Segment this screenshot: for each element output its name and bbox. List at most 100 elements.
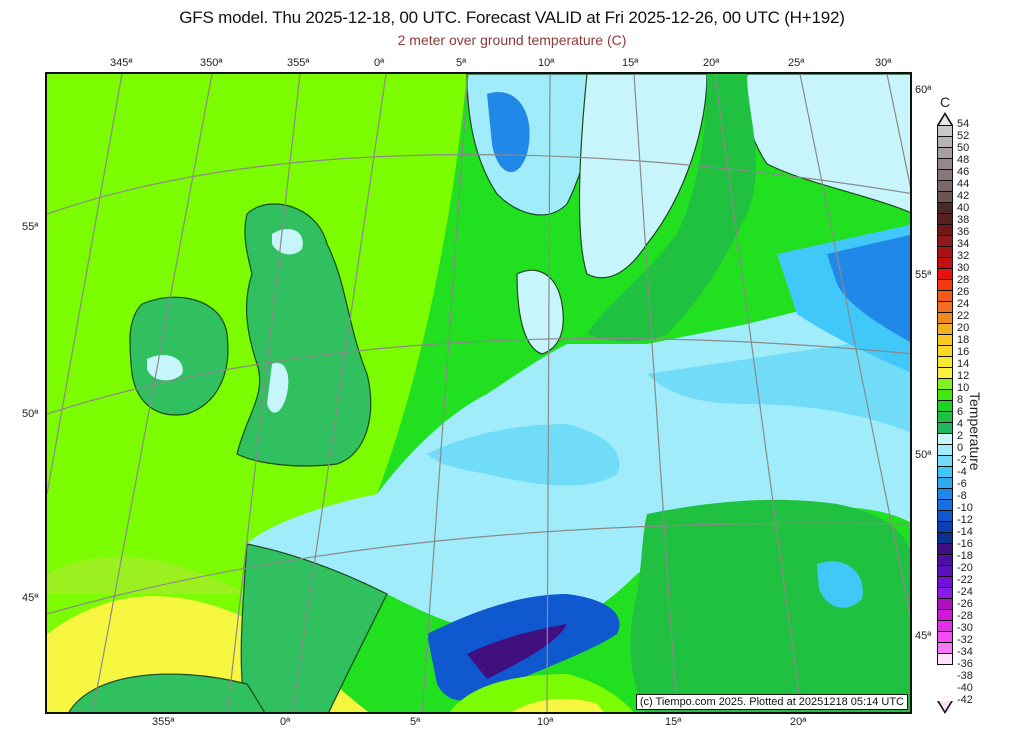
right-lat-tick-label: 50ª [915,449,932,461]
colorbar-swatch [937,224,953,235]
colorbar-tick-label: 28 [957,274,970,286]
colorbar-swatch [937,367,953,378]
colorbar-swatch [937,510,953,521]
colorbar-tick-label: -40 [957,682,973,694]
colorbar-title: Temperature [967,392,983,471]
top-lon-tick-label: 355ª [287,57,310,69]
top-lon-tick-label: 10ª [538,57,555,69]
colorbar-swatch [937,334,953,345]
colorbar-max-arrow-icon [937,112,953,125]
colorbar-tick-label: -18 [957,550,973,562]
colorbar-tick-label: -34 [957,646,973,658]
colorbar-tick-label: 54 [957,118,970,130]
chart-title: GFS model. Thu 2025-12-18, 00 UTC. Forec… [179,8,845,27]
colorbar-swatch [937,400,953,411]
colorbar-labels: 54 52 50 48 46 44 42 40 38 36 34 32 30 28 26 24 22 20 18 16… [957,118,973,706]
bottom-lon-tick-label: 20ª [790,716,807,728]
colorbar-swatch [937,576,953,587]
colorbar-swatch [937,422,953,433]
colorbar-swatch [937,301,953,312]
colorbar-swatch [937,279,953,290]
colorbar-tick-label: 6 [957,406,964,418]
colorbar-unit: C [940,94,951,110]
colorbar-tick-label: 50 [957,142,970,154]
colorbar-tick-label: -30 [957,622,973,634]
colorbar-swatch [937,257,953,268]
colorbar-tick-label: 12 [957,370,970,382]
colorbar-swatch [937,389,953,400]
colorbar-tick-label: -10 [957,502,973,514]
right-lat-tick-label: 60ª [915,84,932,96]
colorbar-tick-label: 22 [957,310,970,322]
colorbar-swatch [937,620,953,631]
colorbar-tick-label: -42 [957,694,973,706]
colorbar-tick-label: -12 [957,514,973,526]
colorbar-tick-label: -2 [957,454,967,466]
colorbar-swatch [937,378,953,389]
colorbar-tick-label: 14 [957,358,970,370]
colorbar-swatch [937,125,953,136]
colorbar-tick-label: 30 [957,262,970,274]
colorbar-swatch [937,136,953,147]
colorbar-tick-label: 34 [957,238,970,250]
colorbar-swatch [937,477,953,488]
colorbar-tick-label: -32 [957,634,973,646]
colorbar-tick-label: -22 [957,574,973,586]
colorbar-tick-label: -8 [957,490,967,502]
colorbar-swatch [937,433,953,444]
colorbar-tick-label: -24 [957,586,973,598]
colorbar-tick-label: 48 [957,154,970,166]
colorbar-tick-label: -6 [957,478,967,490]
colorbar-swatch [937,444,953,455]
colorbar-tick-label: 2 [957,430,964,442]
colorbar-swatch [937,345,953,356]
colorbar-swatch [937,488,953,499]
colorbar-min-arrow-icon [937,701,953,714]
top-lon-tick-label: 5ª [456,57,467,69]
top-lon-tick-label: 350ª [200,57,223,69]
top-lon-tick-label: 345ª [110,57,133,69]
colorbar-tick-label: -28 [957,610,973,622]
colorbar-tick-label: 26 [957,286,970,298]
colorbar-swatch [937,356,953,367]
colorbar-tick-label: 42 [957,190,970,202]
colorbar-swatch [937,653,953,665]
colorbar-tick-label: -38 [957,670,973,682]
top-lon-tick-label: 30ª [875,57,892,69]
colorbar-tick-label: 52 [957,130,970,142]
colorbar-tick-label: -4 [957,466,967,478]
colorbar-tick-label: 32 [957,250,970,262]
colorbar-swatch [937,169,953,180]
right-lat-tick-label: 45ª [915,630,932,642]
colorbar-tick-label: 10 [957,382,970,394]
colorbar-tick-label: 46 [957,166,970,178]
colorbar-swatch [937,268,953,279]
colorbar-tick-label: -26 [957,598,973,610]
bottom-lon-tick-label: 5ª [410,716,421,728]
bottom-lon-tick-label: 15ª [665,716,682,728]
bottom-lon-tick-label: 10ª [537,716,554,728]
colorbar-swatch [937,499,953,510]
chart-subtitle: 2 meter over ground temperature (C) [397,32,627,48]
colorbar-swatch [937,631,953,642]
colorbar-tick-label: -14 [957,526,973,538]
colorbar-swatch [937,587,953,598]
left-lat-tick-label: 45ª [22,592,39,604]
colorbar [937,125,953,665]
credit-label: (c) Tiempo.com 2025. Plotted at 20251218… [635,694,908,710]
top-lon-tick-label: 0ª [374,57,385,69]
colorbar-swatch [937,532,953,543]
colorbar-swatch [937,191,953,202]
colorbar-swatch [937,609,953,620]
top-lon-tick-label: 25ª [788,57,805,69]
colorbar-tick-label: 0 [957,442,964,454]
colorbar-swatch [937,312,953,323]
colorbar-tick-label: 24 [957,298,970,310]
colorbar-swatch [937,202,953,213]
top-lon-tick-label: 20ª [703,57,720,69]
colorbar-tick-label: 18 [957,334,970,346]
colorbar-tick-label: 40 [957,202,970,214]
colorbar-tick-label: 36 [957,226,970,238]
colorbar-swatch [937,455,953,466]
colorbar-tick-label: 8 [957,394,964,406]
